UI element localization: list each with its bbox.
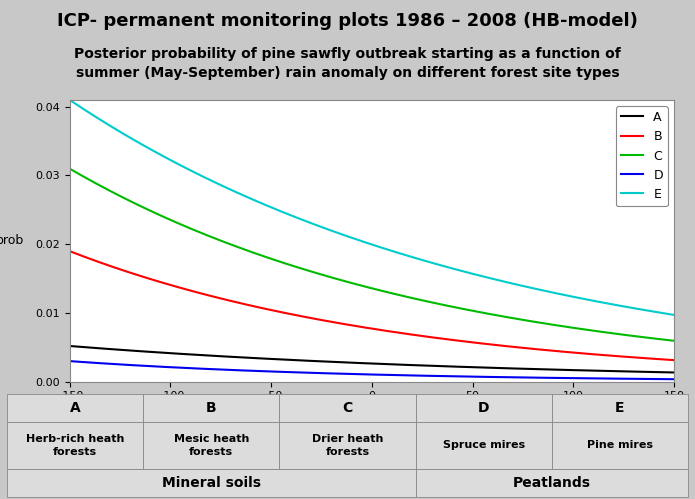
A bbox=[469, 364, 477, 370]
B bbox=[339, 321, 348, 327]
E bbox=[339, 232, 348, 238]
A bbox=[172, 351, 181, 357]
C bbox=[65, 166, 74, 172]
Text: C: C bbox=[343, 401, 352, 415]
B bbox=[221, 296, 229, 302]
A bbox=[221, 353, 229, 359]
A bbox=[670, 369, 678, 375]
E bbox=[469, 271, 477, 277]
B bbox=[422, 333, 430, 339]
Line: D: D bbox=[70, 361, 674, 379]
Text: Posterior probability of pine sawfly outbreak starting as a function of
summer (: Posterior probability of pine sawfly out… bbox=[74, 47, 621, 80]
B bbox=[670, 357, 678, 363]
D bbox=[670, 376, 678, 382]
B bbox=[65, 248, 74, 254]
A bbox=[65, 343, 74, 349]
A bbox=[521, 366, 529, 372]
Text: Spruce mires: Spruce mires bbox=[443, 440, 525, 451]
C bbox=[172, 220, 181, 226]
Text: Mineral soils: Mineral soils bbox=[162, 476, 261, 490]
Text: Pine mires: Pine mires bbox=[587, 440, 653, 451]
Text: Mesic heath
forests: Mesic heath forests bbox=[174, 434, 249, 457]
Legend: A, B, C, D, E: A, B, C, D, E bbox=[616, 106, 668, 206]
A bbox=[422, 363, 430, 369]
D bbox=[422, 373, 430, 379]
Text: A: A bbox=[70, 401, 81, 415]
C bbox=[670, 338, 678, 344]
D bbox=[469, 374, 477, 380]
Text: E: E bbox=[615, 401, 625, 415]
E bbox=[422, 258, 430, 264]
Line: B: B bbox=[70, 251, 674, 360]
E bbox=[172, 160, 181, 166]
B bbox=[172, 284, 181, 290]
D bbox=[339, 371, 348, 377]
Text: Herb-rich heath
forests: Herb-rich heath forests bbox=[26, 434, 124, 457]
C bbox=[422, 298, 430, 304]
C bbox=[339, 277, 348, 283]
E bbox=[65, 97, 74, 103]
Text: Peatlands: Peatlands bbox=[513, 476, 591, 490]
D bbox=[172, 364, 181, 370]
D bbox=[65, 358, 74, 364]
D bbox=[221, 367, 229, 373]
Text: B: B bbox=[206, 401, 217, 415]
C bbox=[469, 308, 477, 314]
Line: E: E bbox=[70, 100, 674, 315]
Text: D: D bbox=[478, 401, 489, 415]
A bbox=[339, 359, 348, 365]
Y-axis label: prob: prob bbox=[0, 234, 24, 248]
D bbox=[521, 374, 529, 380]
E bbox=[221, 184, 229, 190]
Text: Drier heath
forests: Drier heath forests bbox=[312, 434, 383, 457]
E bbox=[521, 283, 529, 289]
Line: C: C bbox=[70, 169, 674, 341]
C bbox=[521, 317, 529, 323]
Text: ICP- permanent monitoring plots 1986 – 2008 (HB-model): ICP- permanent monitoring plots 1986 – 2… bbox=[57, 12, 638, 30]
B bbox=[521, 345, 529, 351]
Line: A: A bbox=[70, 346, 674, 372]
B bbox=[469, 339, 477, 345]
C bbox=[221, 239, 229, 245]
X-axis label: summer rain 5 years ago - average: summer rain 5 years ago - average bbox=[261, 407, 482, 420]
E bbox=[670, 312, 678, 318]
